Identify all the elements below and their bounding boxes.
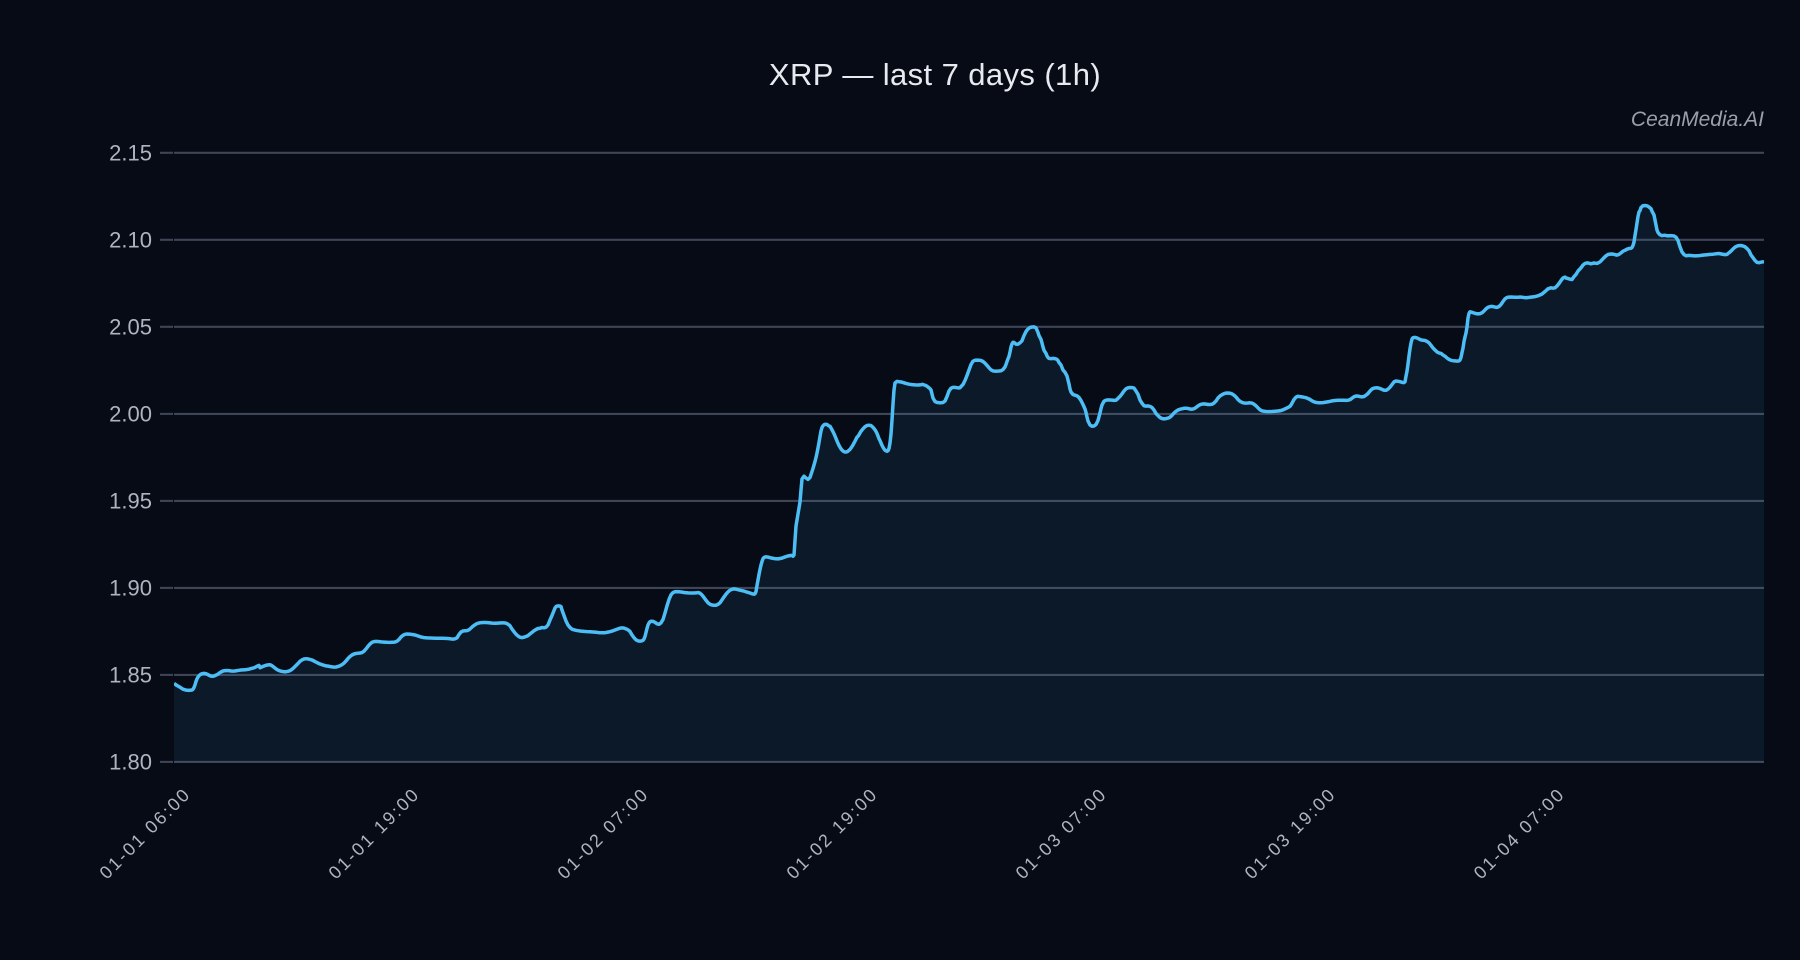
svg-text:1.95: 1.95 [109,488,152,513]
svg-text:1.85: 1.85 [109,662,152,687]
svg-text:2.00: 2.00 [109,401,152,426]
svg-text:1.80: 1.80 [109,749,152,774]
svg-text:2.15: 2.15 [109,140,152,165]
svg-text:CeanMedia.AI: CeanMedia.AI [1631,108,1764,131]
svg-text:XRP — last 7 days (1h): XRP — last 7 days (1h) [769,57,1101,92]
svg-text:2.05: 2.05 [109,314,152,339]
svg-text:2.10: 2.10 [109,227,152,252]
svg-text:1.90: 1.90 [109,575,152,600]
